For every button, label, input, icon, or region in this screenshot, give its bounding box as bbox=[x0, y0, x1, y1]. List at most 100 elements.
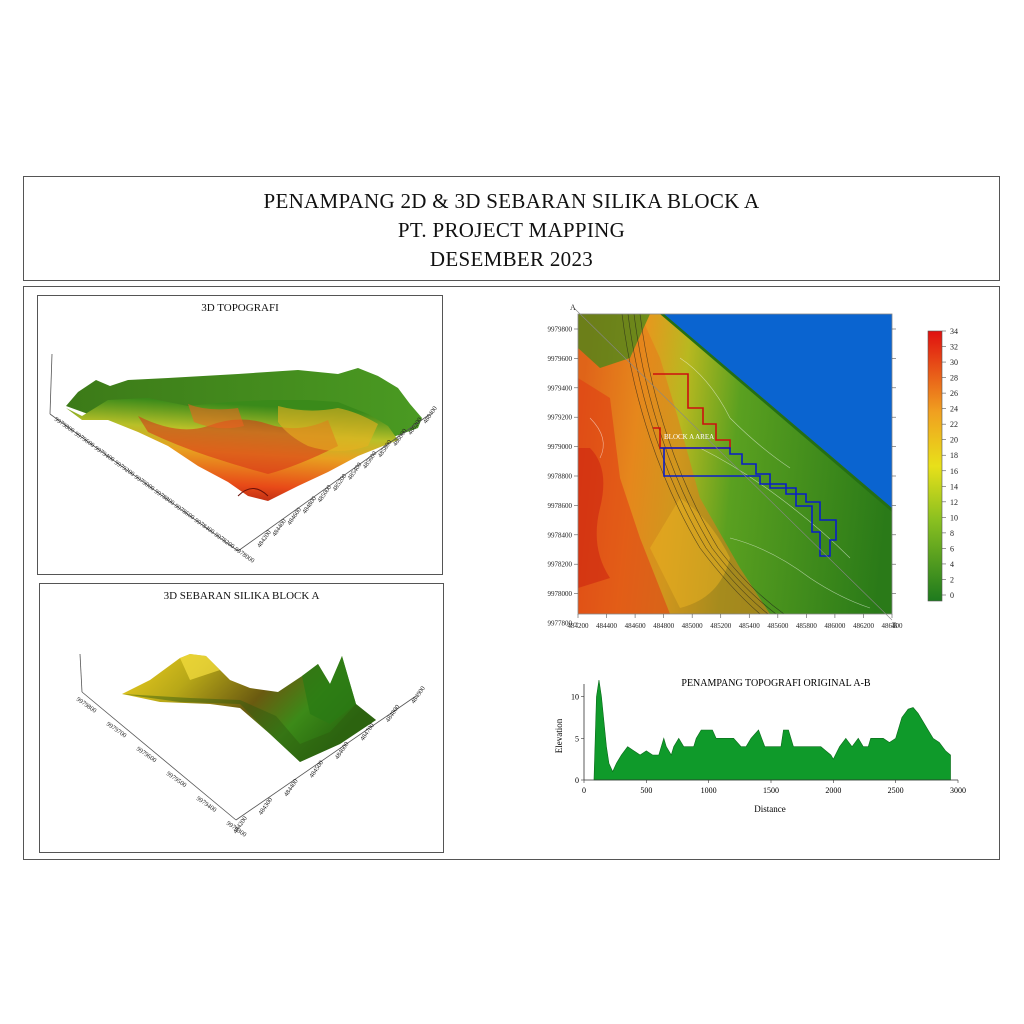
map-y-tick: 9979400 bbox=[548, 384, 573, 392]
map-x-tick: 485000 bbox=[682, 622, 704, 630]
silika-3d-y-tick: 9979700 bbox=[105, 721, 128, 740]
silika-3d-y-tick: 9979800 bbox=[75, 696, 98, 715]
map-y-tick: 9979000 bbox=[548, 443, 573, 451]
map-x-axis-ticks: 484200 484400 484600 484800 485000 485200 4854… bbox=[568, 614, 903, 630]
profile-x-tick: 2000 bbox=[825, 786, 841, 795]
profile-x-tick: 0 bbox=[582, 786, 586, 795]
colorbar-tick: 28 bbox=[950, 374, 958, 383]
topography-map: A B BLOCK A AREA 9979800 9979600 9979400 99… bbox=[548, 303, 959, 630]
map-x-tick: 484800 bbox=[653, 622, 675, 630]
profile-x-tick: 3000 bbox=[950, 786, 966, 795]
profile-chart-xlabel: Distance bbox=[754, 804, 786, 814]
panel-3d-silika-title: 3D SEBARAN SILIKA BLOCK A bbox=[163, 590, 320, 602]
topo-3d-y-tick: 9979200 bbox=[113, 459, 136, 478]
map-y-tick: 9979200 bbox=[548, 414, 573, 422]
silika-3d-y-axis-ticks: 9979800997970099796009979500997940099793… bbox=[75, 696, 248, 839]
silika-3d-x-tick: 484500 bbox=[308, 759, 325, 779]
topo-3d-x-tick: 484600 bbox=[286, 507, 303, 527]
colorbar-tick: 20 bbox=[950, 436, 958, 445]
topo-3d-y-tick: 9979800 bbox=[53, 416, 76, 435]
map-label-b: B bbox=[892, 621, 897, 630]
profile-y-tick: 0 bbox=[575, 776, 579, 785]
topo-3d-y-tick: 9978600 bbox=[173, 503, 196, 522]
colorbar-tick: 0 bbox=[950, 591, 954, 600]
map-y-tick: 9978400 bbox=[548, 531, 573, 539]
map-y-tick: 9977800 bbox=[548, 620, 573, 628]
map-y-tick: 9979600 bbox=[548, 355, 573, 363]
panel-3d-topografi: 3D TOPOGRAFI 9979800 9979600 99794 bbox=[37, 295, 443, 575]
colorbar-tick: 24 bbox=[950, 405, 958, 414]
profile-y-tick: 5 bbox=[575, 734, 579, 743]
profile-area bbox=[593, 679, 951, 781]
profile-x-tick: 1500 bbox=[763, 786, 779, 795]
map-x-tick: 484600 bbox=[625, 622, 647, 630]
colorbar-tick: 16 bbox=[950, 467, 958, 476]
topo-3d-y-tick: 9979600 bbox=[73, 430, 96, 449]
map-x-tick: 486200 bbox=[853, 622, 875, 630]
profile-series-area bbox=[593, 679, 951, 781]
profile-axes: 0 500 1000 1500 2000 2500 3000 0 5 10 bbox=[571, 684, 966, 795]
topo-3d-x-tick: 484200 bbox=[256, 529, 273, 549]
topo-3d-y-tick: 9978200 bbox=[213, 531, 236, 550]
map-y-tick: 9978600 bbox=[548, 502, 573, 510]
colorbar-tick: 12 bbox=[950, 498, 958, 507]
map-x-tick: 485800 bbox=[796, 622, 818, 630]
colorbar-tick: 18 bbox=[950, 451, 958, 460]
profile-chart: PENAMPANG TOPOGRAFI ORIGINAL A-B Distanc… bbox=[554, 678, 966, 814]
colorbar-tick: 26 bbox=[950, 389, 958, 398]
topo-3d-y-tick: 9979000 bbox=[133, 474, 156, 493]
topo-3d-x-tick: 484800 bbox=[301, 495, 318, 515]
profile-x-tick: 1000 bbox=[701, 786, 717, 795]
map-y-tick: 9978800 bbox=[548, 473, 573, 481]
silika-3d-x-tick: 484300 bbox=[257, 797, 274, 817]
map-colorbar bbox=[927, 330, 943, 602]
block-outline-blue bbox=[660, 447, 837, 557]
title-line-2: PT. PROJECT MAPPING bbox=[397, 218, 626, 242]
profile-x-tick: 500 bbox=[640, 786, 652, 795]
panel-3d-sebaran-silika: 3D SEBARAN SILIKA BLOCK A 9979800 9979700… bbox=[39, 583, 444, 853]
map-label-a: A bbox=[570, 303, 576, 312]
colorbar-tick: 10 bbox=[950, 513, 958, 522]
block-outline-red bbox=[653, 373, 731, 449]
colorbar-tick: 14 bbox=[950, 482, 958, 491]
map-x-tick: 485200 bbox=[710, 622, 732, 630]
colorbar-tick: 4 bbox=[950, 560, 954, 569]
topo-3d-surface: 9979800997960099794009979200997900099788… bbox=[49, 353, 439, 565]
profile-chart-title: PENAMPANG TOPOGRAFI ORIGINAL A-B bbox=[681, 678, 871, 689]
colorbar-tick: 30 bbox=[950, 358, 958, 367]
panel-3d-topografi-title: 3D TOPOGRAFI bbox=[201, 302, 279, 314]
silika-3d-x-tick: 484400 bbox=[283, 778, 300, 798]
map-x-tick: 484400 bbox=[596, 622, 618, 630]
silika-3d-x-tick: 484900 bbox=[410, 685, 427, 705]
topo-3d-x-tick: 484400 bbox=[271, 518, 288, 538]
colorbar-tick: 32 bbox=[950, 343, 958, 352]
colorbar-tick: 2 bbox=[950, 575, 954, 584]
map-x-tick: 484200 bbox=[568, 622, 590, 630]
silika-3d-x-tick: 484800 bbox=[384, 704, 401, 724]
silika-3d-y-tick: 9979500 bbox=[165, 770, 188, 789]
colorbar-tick: 34 bbox=[950, 327, 958, 336]
colorbar-tick: 6 bbox=[950, 544, 954, 553]
silika-3d-y-tick: 9979600 bbox=[135, 746, 158, 765]
topo-3d-x-tick: 485000 bbox=[316, 484, 333, 504]
colorbar-tick: 22 bbox=[950, 420, 958, 429]
topo-3d-y-tick: 9978400 bbox=[193, 517, 216, 536]
topo-3d-x-tick: 486400 bbox=[422, 405, 439, 425]
map-x-tick: 486000 bbox=[824, 622, 846, 630]
title-line-1: PENAMPANG 2D & 3D SEBARAN SILIKA BLOCK A bbox=[263, 189, 760, 213]
map-block-label: BLOCK A AREA bbox=[664, 433, 714, 441]
silika-3d-surface: 9979800997970099796009979500997940099793… bbox=[75, 653, 427, 839]
topo-3d-y-tick: 9979400 bbox=[93, 445, 116, 464]
profile-chart-ylabel: Elevation bbox=[554, 718, 564, 753]
title-line-3: DESEMBER 2023 bbox=[429, 247, 594, 271]
profile-y-tick: 10 bbox=[571, 693, 579, 702]
map-y-tick: 9978000 bbox=[548, 590, 573, 598]
colorbar-tick: 8 bbox=[950, 529, 954, 538]
profile-x-tick: 2500 bbox=[888, 786, 904, 795]
map-y-tick: 9979800 bbox=[548, 326, 573, 334]
title-block: PENAMPANG 2D & 3D SEBARAN SILIKA BLOCK A… bbox=[23, 176, 1000, 281]
silika-3d-y-tick: 9979400 bbox=[195, 795, 218, 814]
map-x-tick: 485600 bbox=[767, 622, 789, 630]
topo-3d-y-tick: 9978800 bbox=[153, 488, 176, 507]
